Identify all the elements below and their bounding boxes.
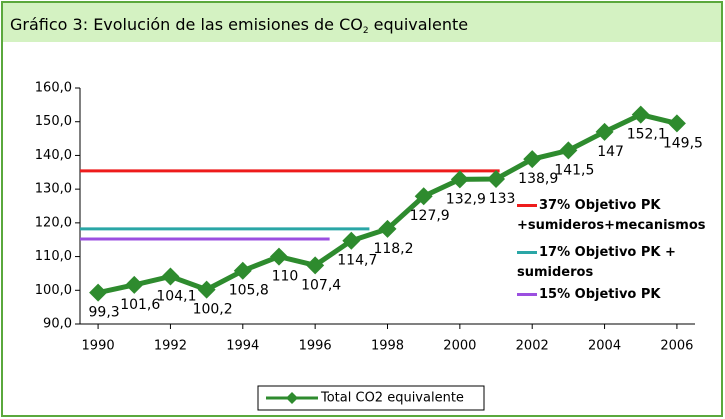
data-label: 114,7 bbox=[337, 253, 377, 269]
data-point bbox=[197, 280, 216, 299]
legend-label: Total CO2 equivalente bbox=[320, 391, 464, 406]
data-point bbox=[523, 150, 542, 169]
title-end: equivalente bbox=[369, 15, 469, 34]
data-point bbox=[414, 187, 433, 206]
legend-swatch bbox=[517, 293, 537, 296]
data-label: 110 bbox=[272, 269, 299, 285]
data-label: 149,5 bbox=[663, 135, 703, 151]
y-tick-label: 140,0 bbox=[35, 148, 72, 163]
x-tick-label: 2000 bbox=[443, 339, 476, 354]
data-point bbox=[667, 114, 686, 133]
x-tick-label: 1990 bbox=[82, 339, 115, 354]
data-point bbox=[125, 275, 144, 294]
data-label: 141,5 bbox=[554, 162, 594, 178]
x-tick-label: 2004 bbox=[588, 339, 621, 354]
data-label: 118,2 bbox=[373, 241, 413, 257]
data-label: 101,6 bbox=[120, 297, 160, 313]
data-point bbox=[161, 267, 180, 286]
y-tick-label: 90,0 bbox=[43, 317, 72, 332]
reference-legend-entry: 37% Objetivo PK +sumideros+mecanismos bbox=[517, 196, 723, 236]
data-point bbox=[89, 283, 108, 302]
data-point bbox=[595, 122, 614, 141]
data-point bbox=[487, 170, 506, 189]
y-tick-label: 110,0 bbox=[35, 249, 72, 264]
data-label: 100,2 bbox=[193, 302, 233, 318]
data-point bbox=[233, 261, 252, 280]
x-tick-label: 1996 bbox=[299, 339, 332, 354]
title-main: Gráfico 3: Evolución de las emisiones de… bbox=[10, 15, 363, 34]
x-tick-label: 1998 bbox=[371, 339, 404, 354]
y-tick-label: 120,0 bbox=[35, 215, 72, 230]
data-label: 127,9 bbox=[410, 208, 450, 224]
data-point bbox=[378, 219, 397, 238]
legend-swatch bbox=[517, 251, 537, 254]
data-point bbox=[631, 105, 650, 124]
data-label: 107,4 bbox=[301, 277, 341, 293]
y-tick-label: 160,0 bbox=[35, 81, 72, 96]
data-point bbox=[450, 170, 469, 189]
legend-label: 37% Objetivo PK +sumideros+mecanismos bbox=[517, 198, 706, 233]
data-label: 105,8 bbox=[229, 283, 269, 299]
legend-label: 17% Objetivo PK + sumideros bbox=[517, 245, 676, 280]
data-label: 133 bbox=[489, 191, 516, 207]
x-tick-label: 1994 bbox=[226, 339, 259, 354]
title-subscript: 2 bbox=[363, 26, 369, 36]
legend-marker bbox=[286, 392, 298, 404]
data-label: 152,1 bbox=[627, 127, 667, 143]
x-tick-label: 2002 bbox=[516, 339, 549, 354]
data-label: 138,9 bbox=[518, 171, 558, 187]
data-label: 132,9 bbox=[446, 191, 486, 207]
data-point bbox=[306, 256, 325, 275]
data-label: 99,3 bbox=[89, 305, 120, 321]
data-label: 104,1 bbox=[156, 288, 196, 304]
data-point bbox=[559, 141, 578, 160]
reference-legend-entry: 15% Objetivo PK bbox=[517, 285, 723, 305]
x-tick-label: 1992 bbox=[154, 339, 187, 354]
data-point bbox=[342, 231, 361, 250]
y-tick-label: 100,0 bbox=[35, 283, 72, 298]
reference-legend-entry: 17% Objetivo PK + sumideros bbox=[517, 243, 723, 283]
legend-swatch bbox=[517, 204, 537, 207]
chart-title: Gráfico 3: Evolución de las emisiones de… bbox=[10, 15, 468, 36]
data-point bbox=[269, 247, 288, 266]
data-label: 147 bbox=[597, 144, 624, 160]
x-tick-label: 2006 bbox=[660, 339, 693, 354]
y-tick-label: 130,0 bbox=[35, 182, 72, 197]
y-tick-label: 150,0 bbox=[35, 114, 72, 129]
title-bar bbox=[3, 3, 721, 42]
legend-label: 15% Objetivo PK bbox=[539, 287, 661, 302]
